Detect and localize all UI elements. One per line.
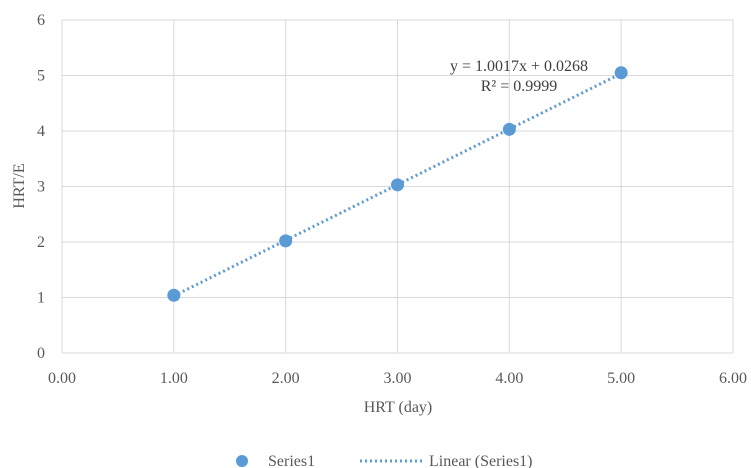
data-point xyxy=(502,122,516,136)
y-tick-label: 0 xyxy=(37,345,45,362)
x-tick-label: 5.00 xyxy=(607,370,635,387)
y-tick-label: 3 xyxy=(37,179,45,196)
x-tick-label: 1.00 xyxy=(160,370,188,387)
data-point xyxy=(614,66,628,80)
tick-labels: 0 1 2 3 4 5 6 0.00 1.00 2.00 3.00 4.00 5.00 6.00 xyxy=(37,12,747,387)
legend-series1-label: Series1 xyxy=(268,453,315,468)
legend-series1-marker xyxy=(236,455,248,467)
data-point xyxy=(279,234,293,248)
legend: Series1 Linear (Series1) xyxy=(236,453,533,468)
y-tick-label: 2 xyxy=(37,234,45,251)
x-axis-title: HRT (day) xyxy=(364,399,433,416)
trendline-layer xyxy=(173,72,622,298)
y-tick-label: 4 xyxy=(37,123,45,140)
data-point xyxy=(167,288,181,302)
trendline xyxy=(173,72,622,298)
data-point xyxy=(391,178,404,192)
y-tick-label: 6 xyxy=(37,12,45,29)
data-points xyxy=(167,66,628,302)
x-tick-label: 0.00 xyxy=(48,370,76,387)
gridlines xyxy=(61,19,734,354)
x-tick-label: 4.00 xyxy=(495,370,523,387)
y-axis-title: HRT/E xyxy=(11,163,28,208)
legend-trendline-label: Linear (Series1) xyxy=(429,453,533,468)
x-tick-label: 2.00 xyxy=(272,370,300,387)
y-tick-label: 1 xyxy=(37,290,45,307)
y-tick-label: 5 xyxy=(37,68,45,85)
trendline-r-squared: R² = 0.9999 xyxy=(481,78,558,95)
trendline-equation: y = 1.0017x + 0.0268 xyxy=(450,58,588,75)
x-tick-label: 6.00 xyxy=(719,370,747,387)
x-tick-label: 3.00 xyxy=(384,370,412,387)
